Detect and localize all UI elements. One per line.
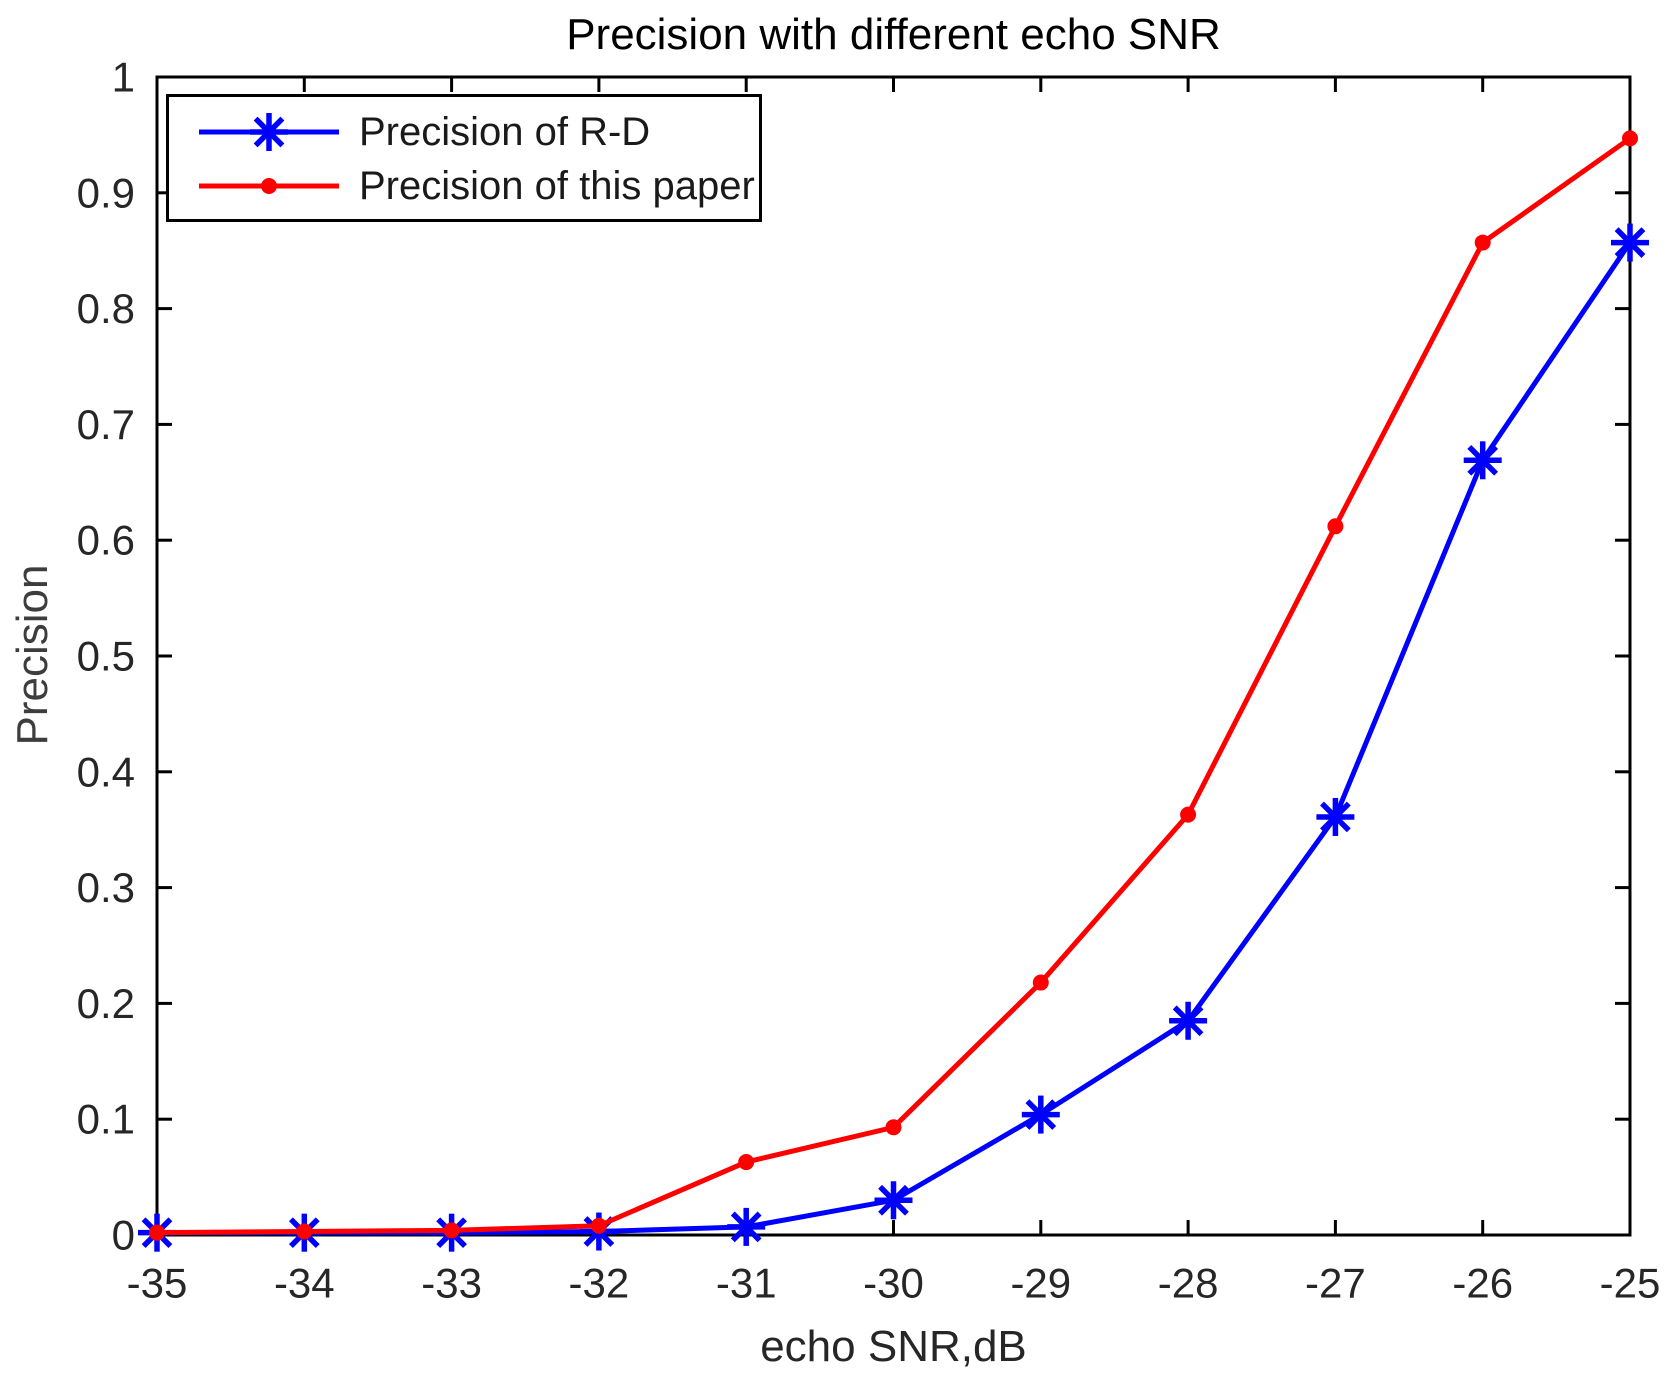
y-tick-label: 0.7 [77,401,135,448]
dot-marker [1474,234,1491,251]
y-tick-label: 0.6 [77,517,135,564]
y-tick-label: 0.1 [77,1096,135,1143]
x-tick-label: -32 [569,1259,630,1306]
legend-item-r-d: Precision of R-D [197,107,759,157]
asterisk-marker [1172,1005,1204,1037]
asterisk-marker [730,1211,762,1243]
x-tick-label: -28 [1158,1259,1219,1306]
asterisk-marker-icon [199,113,339,151]
legend-item-this-paper: Precision of this paper [197,161,759,211]
asterisk-marker [878,1184,909,1216]
dot-marker [1032,974,1049,991]
asterisk-marker [1320,801,1351,833]
dot-marker [1327,518,1344,535]
dot-marker [590,1217,607,1234]
y-tick-label: 0.8 [77,285,135,332]
dot-marker [261,178,277,194]
x-tick-label: -29 [1010,1259,1071,1306]
x-tick-label: -25 [1600,1259,1661,1306]
dot-marker [443,1222,460,1239]
dot-marker [885,1119,902,1136]
dot-marker-icon [199,178,339,194]
dot-marker [149,1224,165,1241]
series-1 [149,130,1638,1241]
dot-marker [1622,130,1638,147]
x-tick-label: -35 [127,1259,188,1306]
dot-marker [296,1223,313,1240]
legend-label-r-d: Precision of R-D [359,110,651,154]
y-tick-label: 0 [112,1212,135,1259]
series-0 [138,223,1649,1252]
x-tick-label: -34 [274,1259,335,1306]
x-tick-label: -30 [863,1259,924,1306]
legend-label-this-paper: Precision of this paper [359,164,755,208]
dot-marker [1180,806,1197,823]
chart-title: Precision with different echo SNR [566,10,1221,59]
y-tick-label: 0.2 [77,980,135,1027]
legend-box: Precision of R-D Precision of this paper [166,94,762,222]
asterisk-marker [253,116,285,148]
asterisk-marker [1025,1099,1057,1130]
axis-box [155,75,1632,1237]
x-axis-label: echo SNR,dB [760,1322,1027,1371]
y-tick-label: 1 [112,54,135,101]
x-tick-label: -33 [421,1259,482,1306]
x-tick-label: -26 [1452,1259,1513,1306]
asterisk-marker [1467,444,1499,476]
series-line [157,241,1633,1236]
y-tick-label: 0.4 [77,748,135,795]
x-tick-label: -27 [1305,1259,1366,1306]
x-tick-label: -31 [716,1259,777,1306]
y-tick-label: 0.5 [77,633,135,680]
y-tick-label: 0.3 [77,864,135,911]
dot-marker [738,1154,755,1171]
series-line [156,136,1632,1236]
y-tick-label: 0.9 [77,169,135,216]
asterisk-marker [1614,227,1646,258]
